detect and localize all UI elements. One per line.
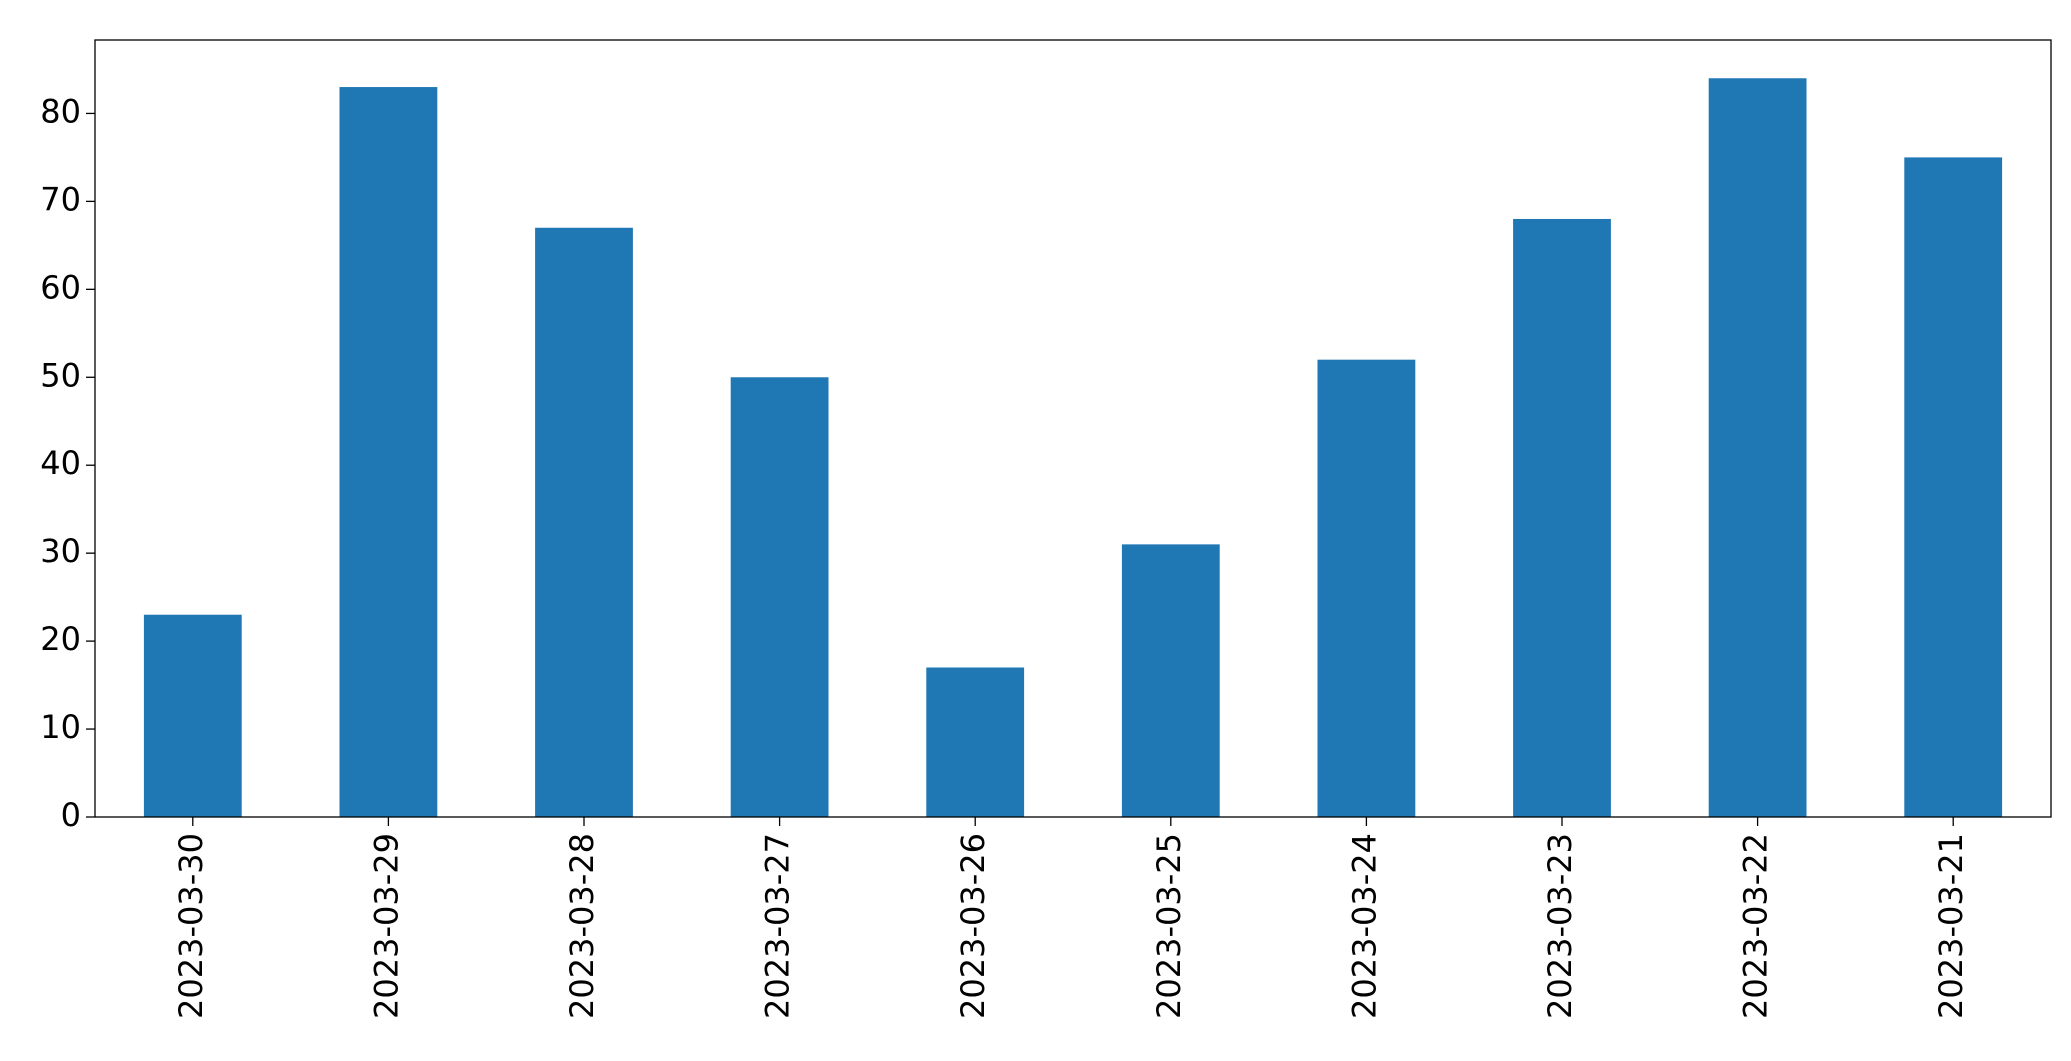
- y-tick-label: 50: [40, 356, 81, 394]
- y-tick-label: 70: [40, 180, 81, 218]
- x-tick-label: 2023-03-24: [1345, 833, 1383, 1019]
- bar: [535, 227, 633, 817]
- y-tick-label: 0: [61, 796, 81, 834]
- y-tick-label: 10: [40, 708, 81, 746]
- y-tick-label: 20: [40, 620, 81, 658]
- y-tick-label: 80: [40, 92, 81, 130]
- bar: [143, 614, 242, 817]
- y-tick-label: 60: [40, 268, 81, 306]
- bar: [1317, 359, 1416, 817]
- x-tick-label: 2023-03-30: [172, 833, 210, 1019]
- x-tick-label: 2023-03-29: [367, 833, 405, 1019]
- x-tick-label: 2023-03-22: [1737, 833, 1775, 1019]
- x-tick-label: 2023-03-21: [1932, 833, 1970, 1019]
- x-tick-label: 2023-03-26: [954, 833, 992, 1019]
- x-tick-label: 2023-03-28: [563, 833, 601, 1019]
- bar: [1904, 157, 2003, 817]
- bar: [1121, 544, 1220, 817]
- x-tick-label: 2023-03-27: [759, 833, 797, 1019]
- x-tick-label: 2023-03-23: [1541, 833, 1579, 1019]
- bar: [1513, 218, 1611, 818]
- y-tick-label: 40: [40, 444, 81, 482]
- plot-frame: [94, 39, 2052, 818]
- bar: [730, 377, 829, 817]
- bar: [926, 667, 1025, 817]
- x-tick-label: 2023-03-25: [1150, 833, 1188, 1019]
- bar: [1708, 78, 1807, 818]
- bar: [339, 87, 438, 818]
- y-tick-label: 30: [40, 532, 81, 570]
